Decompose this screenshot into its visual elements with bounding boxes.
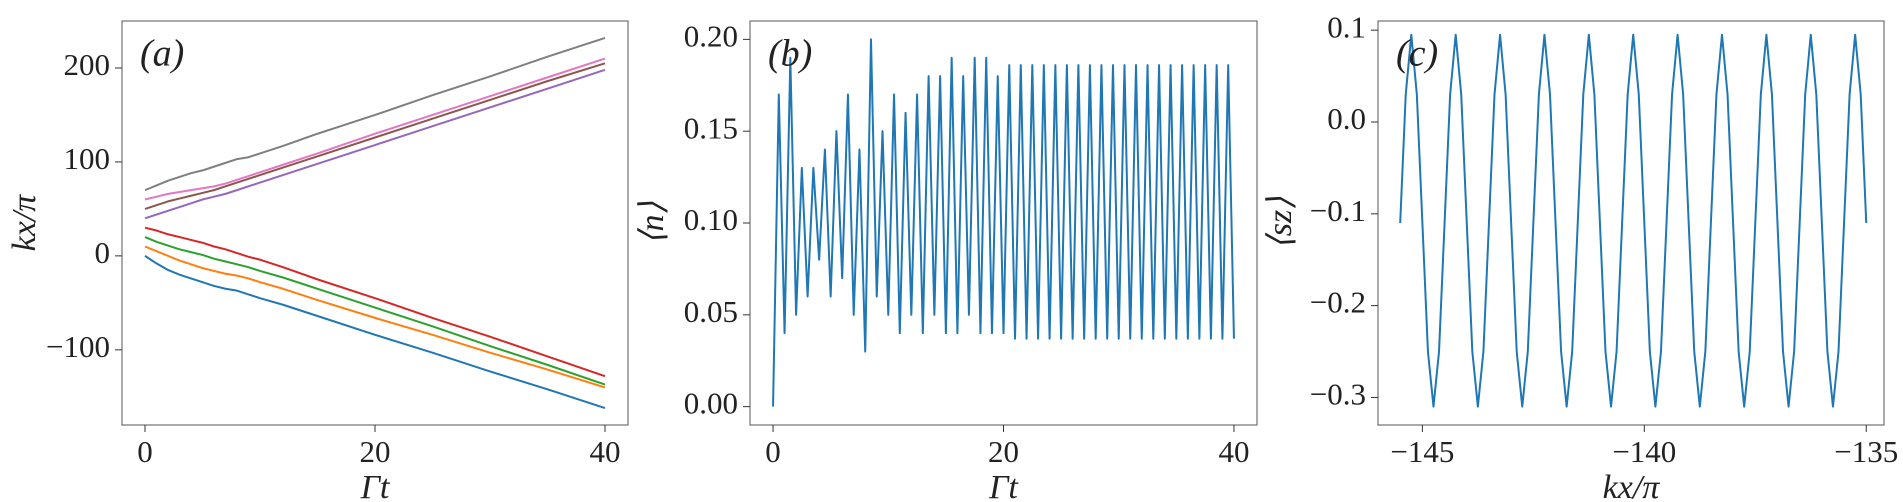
y-axis-label: ⟨n⟩: [634, 201, 671, 245]
data-line: [1399, 33, 1868, 408]
panel: −145 −140 −135 0.1 0.0 −0.1 −0.2 −0.3 kx/π ⟨sz⟩ (c…: [1262, 9, 1898, 502]
data-line: [144, 62, 606, 210]
data-line: [772, 38, 1235, 407]
panel: 0 20 40 0.00 0.05 0.10 0.15 0.20 Γt ⟨n⟩ (b): [634, 18, 1258, 502]
plot-frame: [1377, 20, 1885, 426]
y-tick-label: −0.3: [1310, 377, 1366, 412]
y-tick-label: −100: [46, 329, 110, 364]
x-axis-label: kx/π: [1603, 469, 1661, 502]
data-line: [144, 36, 606, 192]
y-tick-label: −0.1: [1310, 193, 1366, 228]
plot-frame: [121, 20, 629, 426]
y-tick-label: 0.20: [684, 18, 738, 53]
y-tick-label: 100: [64, 141, 111, 176]
x-tick-label: 40: [590, 434, 621, 469]
y-tick-label: 0.10: [684, 202, 738, 237]
x-tick-label: −135: [1834, 434, 1898, 469]
y-tick-label: 0.00: [684, 386, 738, 421]
data-line: [144, 245, 606, 389]
y-axis-label: kx/π: [6, 194, 43, 252]
x-tick-label: 40: [1218, 434, 1249, 469]
data-line: [144, 255, 606, 410]
x-tick-label: 20: [360, 434, 391, 469]
x-tick-label: −140: [1612, 434, 1676, 469]
y-tick-label: 0.1: [1327, 9, 1366, 44]
x-tick-label: 20: [988, 434, 1019, 469]
data-line: [144, 57, 606, 201]
y-axis-label: ⟨sz⟩: [1262, 197, 1299, 250]
y-tick-label: 200: [64, 47, 111, 82]
data-line: [144, 226, 606, 378]
panel-label: (c): [1396, 33, 1438, 75]
panel: 0 20 40 −100 0 100 200 Γt kx/π (a): [6, 20, 629, 502]
panel-label: (a): [140, 33, 184, 75]
x-tick-label: 0: [765, 434, 781, 469]
y-tick-label: 0.0: [1327, 101, 1366, 136]
data-line: [144, 236, 606, 386]
y-tick-label: 0: [95, 235, 111, 270]
x-tick-label: −145: [1390, 434, 1454, 469]
y-tick-label: −0.2: [1310, 285, 1366, 320]
y-tick-label: 0.05: [684, 294, 738, 329]
panel-label: (b): [768, 33, 812, 75]
x-axis-label: Γt: [360, 469, 391, 502]
y-tick-label: 0.15: [684, 110, 738, 145]
x-axis-label: Γt: [988, 469, 1019, 502]
x-tick-label: 0: [137, 434, 153, 469]
data-line: [144, 68, 606, 220]
